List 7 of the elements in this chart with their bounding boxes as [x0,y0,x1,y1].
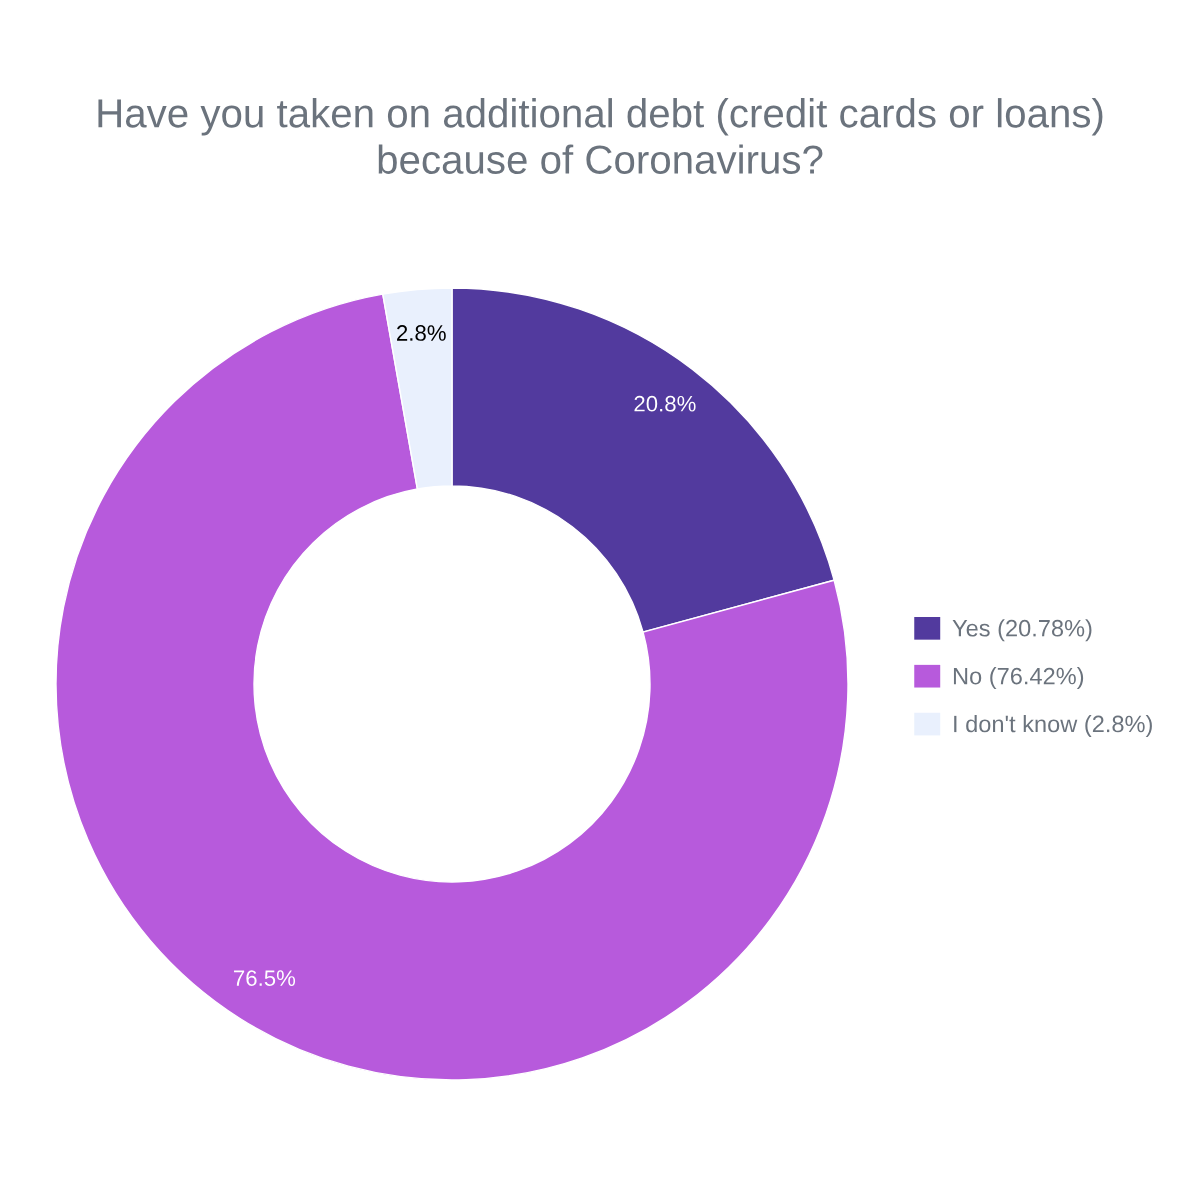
legend-label: I don't know (2.8%) [954,714,1152,737]
data-label: 20.8% [634,395,696,412]
legend-label: Yes (20.78%) [952,619,1092,642]
legend-label: No (76.42%) [953,667,1084,690]
data-label: 2.8% [397,325,446,341]
data-label: 76.5% [234,970,296,986]
chart-title: Have you taken on additional debt (credit cards or loans) because of Coronavirus? [98,98,1103,174]
